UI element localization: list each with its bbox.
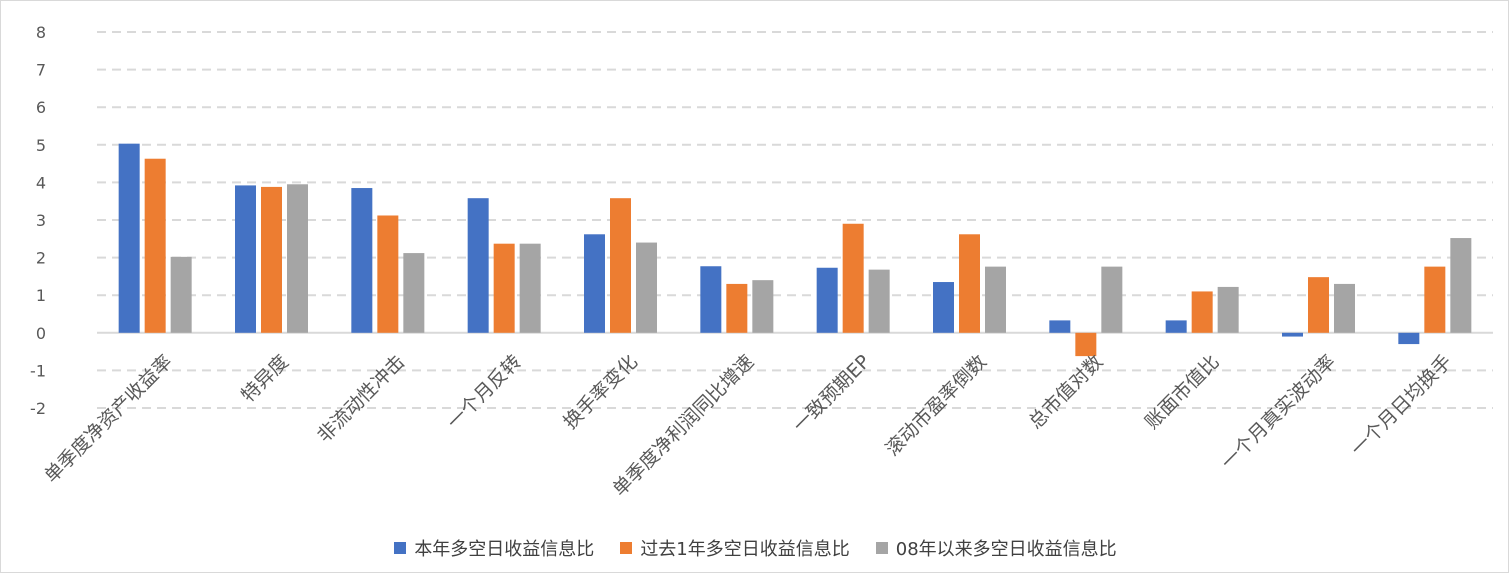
y-tick-label: 1 (36, 286, 46, 305)
category-label: 账面市值比 (1141, 351, 1224, 434)
bar-2 (1308, 277, 1329, 333)
bar-3 (1334, 283, 1355, 333)
bar-2 (377, 215, 399, 333)
bar-2 (959, 234, 980, 333)
y-tick-label: 6 (36, 98, 46, 117)
bar-1 (1282, 332, 1303, 337)
bar-1 (1165, 320, 1187, 333)
category-label: 换手率变化 (559, 351, 642, 434)
bar-2 (842, 223, 864, 333)
y-tick-label: -2 (30, 399, 46, 418)
legend-swatch (875, 542, 888, 554)
y-tick-label: 4 (36, 173, 46, 192)
bar-1 (118, 143, 140, 333)
bar-3 (1101, 266, 1123, 333)
legend-label: 过去1年多空日收益信息比 (640, 539, 850, 560)
bar-1 (816, 267, 838, 333)
legend-swatch (394, 542, 407, 554)
y-tick-label: 7 (36, 61, 46, 80)
bar-2 (726, 283, 748, 333)
bar-3 (985, 266, 1006, 333)
legend-swatch (620, 542, 633, 554)
category-label: 一个月反转 (443, 351, 526, 434)
bar-3 (752, 280, 774, 333)
category-label: 特异度 (237, 351, 293, 407)
bar-2 (144, 158, 166, 333)
bar-1 (467, 198, 489, 333)
bar-1 (700, 266, 722, 333)
y-tick-label: 0 (36, 324, 46, 343)
legend-item: 08年以来多空日收益信息比 (875, 535, 1117, 561)
bar-3 (403, 253, 425, 333)
bar-1 (584, 234, 605, 333)
y-tick-label: -1 (30, 361, 46, 380)
y-tick-label: 5 (36, 136, 46, 155)
bar-3 (287, 184, 308, 333)
legend-item: 过去1年多空日收益信息比 (620, 535, 850, 561)
category-label: 一个月日均换手 (1347, 351, 1457, 461)
bar-3 (868, 269, 890, 333)
category-label: 非流动性冲击 (313, 351, 409, 447)
bar-3 (170, 256, 192, 333)
y-tick-label: 3 (36, 211, 46, 230)
bar-2 (610, 198, 631, 333)
bar-2 (493, 243, 515, 333)
category-label: 滚动市盈率倒数 (881, 351, 991, 461)
bar-3 (1450, 238, 1472, 333)
bar-1 (933, 282, 954, 333)
bar-2 (1191, 291, 1213, 333)
bar-2 (261, 186, 282, 333)
legend-label: 08年以来多空日收益信息比 (895, 539, 1117, 560)
bar-1 (1049, 320, 1071, 333)
legend-item: 本年多空日收益信息比 (394, 535, 594, 561)
category-label: 单季度净资产收益率 (40, 351, 176, 487)
category-label: 一致预期EP (789, 351, 875, 437)
bar-3 (636, 242, 657, 333)
legend-label: 本年多空日收益信息比 (414, 539, 595, 560)
category-label: 总市值对数 (1025, 351, 1108, 434)
bar-3 (519, 243, 541, 333)
bar-2 (1075, 332, 1097, 357)
category-label: 一个月真实波动率 (1217, 351, 1340, 474)
bar-1 (351, 188, 373, 333)
bar-3 (1217, 286, 1239, 333)
legend: 本年多空日收益信息比 过去1年多空日收益信息比 08年以来多空日收益信息比 (1, 535, 1508, 561)
bar-2 (1424, 266, 1446, 333)
bar-1 (1398, 332, 1420, 345)
bar-1 (235, 185, 256, 333)
y-tick-label: 8 (36, 23, 46, 42)
y-tick-label: 2 (36, 249, 46, 268)
